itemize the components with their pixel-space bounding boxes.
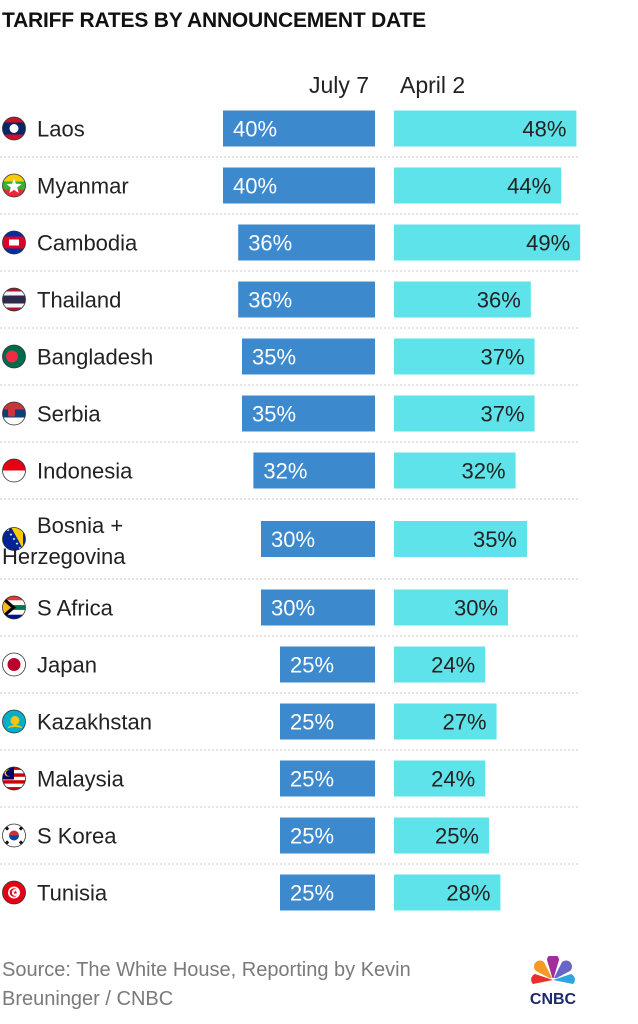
value-label-april-2: 30% (454, 596, 498, 621)
bar-april-2 (394, 646, 486, 683)
japan-flag-icon (2, 652, 26, 677)
value-label-july-7: 32% (263, 459, 307, 484)
bosnia-flag-icon (2, 527, 26, 551)
value-label-april-2: 35% (473, 527, 517, 552)
value-label-april-2: 32% (462, 459, 506, 484)
bar-april-2 (394, 224, 581, 261)
bar-july-7 (280, 760, 375, 797)
category-label: Tunisia (37, 881, 108, 906)
category-label: Malaysia (37, 767, 125, 792)
bar-april-2 (394, 703, 497, 740)
malaysia-flag-icon (2, 766, 26, 791)
bar-july-7 (261, 589, 375, 626)
bar-july-7 (253, 452, 375, 489)
cambodia-flag-icon (2, 230, 26, 255)
value-label-april-2: 44% (507, 174, 551, 199)
south-africa-flag-icon (2, 595, 26, 620)
south-korea-flag-icon (2, 823, 26, 848)
source-note: Source: The White House, Reporting by Ke… (2, 959, 411, 1010)
cnbc-logo-text: CNBC (530, 991, 577, 1008)
kazakhstan-flag-icon (2, 709, 26, 734)
bar-april-2 (394, 452, 516, 489)
bar-july-7 (238, 224, 375, 261)
category-label: Herzegovina (2, 544, 126, 569)
value-label-july-7: 35% (252, 345, 296, 370)
category-label: Laos (37, 117, 85, 142)
value-label-july-7: 25% (290, 710, 334, 735)
bar-july-7 (223, 167, 375, 204)
bar-july-7 (242, 395, 375, 432)
category-label: Thailand (37, 288, 121, 313)
value-label-july-7: 40% (233, 174, 277, 199)
value-label-july-7: 25% (290, 881, 334, 906)
category-label: Bangladesh (37, 345, 153, 370)
category-label: Cambodia (37, 231, 138, 256)
bar-april-2 (394, 874, 501, 911)
bar-july-7 (261, 521, 375, 557)
bar-july-7 (280, 817, 375, 854)
value-label-july-7: 35% (252, 402, 296, 427)
bangladesh-flag-icon (2, 344, 26, 369)
category-label: Bosnia + (37, 513, 123, 538)
value-label-july-7: 25% (290, 824, 334, 849)
serbia-flag-icon (2, 401, 26, 426)
bar-april-2 (394, 760, 486, 797)
cnbc-logo: CNBC (530, 956, 577, 1008)
laos-flag-icon (2, 116, 26, 141)
value-label-july-7: 25% (290, 767, 334, 792)
value-label-april-2: 49% (526, 231, 570, 256)
value-label-july-7: 30% (271, 527, 315, 552)
value-label-april-2: 37% (481, 402, 525, 427)
bar-april-2 (394, 521, 527, 557)
value-label-april-2: 25% (435, 824, 479, 849)
bar-april-2 (394, 281, 531, 318)
category-label: Serbia (37, 402, 101, 427)
category-label: Indonesia (37, 459, 133, 484)
value-label-july-7: 36% (248, 288, 292, 313)
bar-july-7 (238, 281, 375, 318)
bar-april-2 (394, 110, 577, 147)
value-label-july-7: 36% (248, 231, 292, 256)
bar-april-2 (394, 395, 535, 432)
tunisia-flag-icon (2, 880, 26, 905)
bar-april-2 (394, 167, 562, 204)
bar-april-2 (394, 338, 535, 375)
value-label-april-2: 24% (431, 653, 475, 678)
thailand-flag-icon (2, 287, 26, 312)
value-label-april-2: 37% (481, 345, 525, 370)
chart-title: TARIFF RATES BY ANNOUNCEMENT DATE (2, 9, 426, 32)
column-header-april-2: April 2 (400, 72, 466, 98)
category-label: S Africa (37, 596, 114, 621)
value-label-april-2: 27% (443, 710, 487, 735)
bar-july-7 (280, 646, 375, 683)
category-label: Japan (37, 653, 97, 678)
category-label: S Korea (37, 824, 117, 849)
value-label-april-2: 48% (522, 117, 566, 142)
bar-april-2 (394, 817, 489, 854)
value-label-april-2: 24% (431, 767, 475, 792)
bar-july-7 (280, 703, 375, 740)
value-label-april-2: 28% (446, 881, 490, 906)
category-label: Myanmar (37, 174, 129, 199)
value-label-july-7: 30% (271, 596, 315, 621)
value-label-april-2: 36% (477, 288, 521, 313)
value-label-july-7: 40% (233, 117, 277, 142)
bar-july-7 (223, 110, 375, 147)
bar-july-7 (242, 338, 375, 375)
column-header-july-7: July 7 (309, 72, 370, 98)
tariff-bar-chart: Laos 40% 48% Myanmar 40% 44% Cambodia 36% 49% Tha… (0, 110, 581, 911)
indonesia-flag-icon (2, 458, 26, 483)
category-label: Kazakhstan (37, 710, 152, 735)
myanmar-flag-icon (2, 173, 26, 198)
bar-april-2 (394, 589, 508, 626)
bar-july-7 (280, 874, 375, 911)
value-label-july-7: 25% (290, 653, 334, 678)
